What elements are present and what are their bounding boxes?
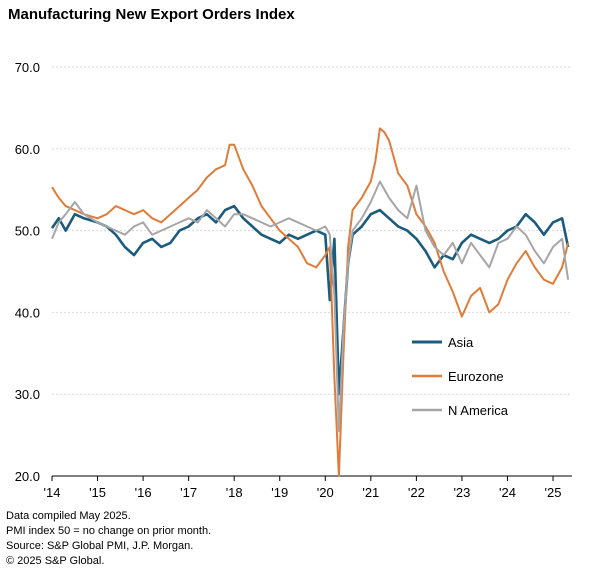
x-tick-label: '18 — [226, 485, 243, 500]
x-tick-label: '20 — [317, 485, 334, 500]
y-tick-label: 60.0 — [15, 142, 40, 157]
x-tick-label: '15 — [89, 485, 106, 500]
series-line-asia — [50, 204, 570, 396]
series-lines — [50, 127, 570, 477]
line-chart: 20.0 30.0 40.0 50.0 60.0 70.0 '14 '15 '16 '17 '18 '… — [15, 60, 572, 500]
footnote-copyright: © 2025 S&P Global. — [6, 555, 105, 567]
y-tick-label: 50.0 — [15, 224, 40, 239]
legend-label: Asia — [448, 335, 474, 350]
x-tick-label: '16 — [135, 485, 152, 500]
footnote-compiled: Data compiled May 2025. — [6, 510, 131, 522]
y-tick-label: 30.0 — [15, 387, 40, 402]
legend: Asia Eurozone N America — [412, 335, 509, 418]
x-tick-label: '17 — [180, 485, 197, 500]
x-tick-label: '19 — [271, 485, 288, 500]
footnotes: Data compiled May 2025. PMI index 50 = n… — [6, 509, 211, 569]
footnote-source: Source: S&P Global PMI, J.P. Morgan. — [6, 540, 194, 552]
y-tick-label: 20.0 — [15, 469, 40, 484]
x-tick-label: '25 — [545, 485, 562, 500]
legend-label: N America — [448, 403, 509, 418]
x-tick-label: '22 — [408, 485, 425, 500]
series-line-n-america — [51, 180, 570, 432]
footnote-pmi-definition: PMI index 50 = no change on prior month. — [6, 525, 212, 537]
gridlines — [52, 66, 572, 395]
x-tick-label: '24 — [499, 485, 516, 500]
x-tick-label: '14 — [44, 485, 61, 500]
series-line-eurozone — [51, 127, 570, 477]
chart-title: Manufacturing New Export Orders Index — [8, 6, 295, 23]
x-tick-label: '21 — [362, 485, 379, 500]
legend-label: Eurozone — [448, 369, 504, 384]
axes: 20.0 30.0 40.0 50.0 60.0 70.0 '14 '15 '16 '17 '18 '… — [15, 60, 572, 500]
y-tick-label: 40.0 — [15, 305, 40, 320]
y-tick-label: 70.0 — [15, 60, 40, 75]
x-tick-label: '23 — [453, 485, 470, 500]
